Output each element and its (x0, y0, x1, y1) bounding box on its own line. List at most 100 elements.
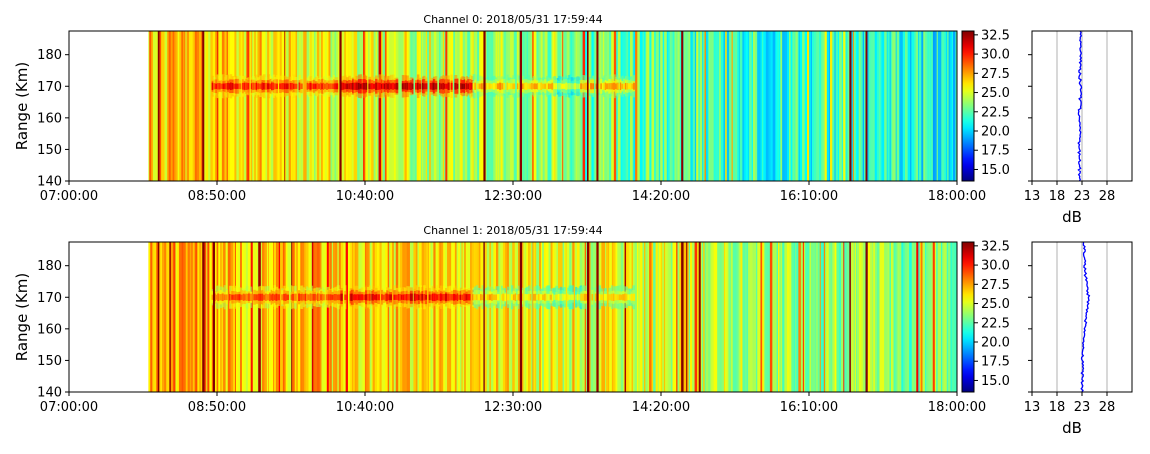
heatmap-column (512, 31, 515, 181)
heatmap-column (940, 31, 942, 181)
heatmap-column (167, 31, 169, 181)
heatmap-column (368, 31, 370, 181)
echo-band-cell (534, 83, 537, 90)
heatmap-column (442, 31, 445, 181)
echo-band-cell (526, 294, 529, 301)
echo-band-cell (536, 294, 539, 300)
heatmap-column (736, 242, 740, 392)
heatmap-column (216, 242, 219, 392)
echo-band-cell (311, 293, 314, 301)
echo-band-cell (289, 83, 293, 90)
heatmap-column (213, 242, 217, 392)
heatmap-column (311, 31, 315, 181)
echo-band-cell (328, 83, 331, 89)
heatmap-column (932, 31, 936, 181)
heatmap-column (820, 31, 824, 181)
heatmap-column (928, 242, 932, 392)
echo-band-cell (531, 83, 534, 90)
echo-band-cell (406, 82, 409, 90)
heatmap-column (915, 242, 917, 392)
echo-band-cell (377, 82, 380, 90)
echo-band-cell (463, 293, 467, 301)
heatmap-column (152, 31, 156, 181)
heatmap-column (313, 242, 317, 392)
echo-band-cell (517, 294, 520, 301)
heatmap-column (559, 31, 562, 181)
heatmap-column (636, 242, 639, 392)
heatmap-column (398, 31, 402, 181)
heatmap-column (609, 31, 612, 181)
echo-band-cell (473, 294, 477, 301)
heatmap-column (369, 31, 371, 181)
echo-band-cell (514, 293, 517, 302)
heatmap-column (823, 242, 826, 392)
heatmap-column (759, 31, 762, 181)
heatmap-column (640, 242, 644, 392)
echo-band-cell (365, 82, 368, 90)
echo-band-cell (403, 83, 406, 90)
heatmap-column (474, 31, 478, 181)
heatmap-column (667, 242, 670, 392)
heatmap-column (886, 31, 889, 181)
heatmap-column (389, 242, 391, 392)
heatmap-column (689, 31, 691, 181)
echo-band-cell (220, 83, 224, 89)
echo-band-cell (507, 294, 510, 301)
echo-band-cell (499, 82, 502, 90)
heatmap-column (876, 242, 881, 392)
heatmap-column (230, 31, 233, 181)
echo-band-cell (322, 82, 325, 90)
heatmap-column (853, 242, 856, 392)
heatmap-column (839, 31, 842, 181)
heatmap-column (579, 242, 583, 392)
strong-column (865, 31, 868, 181)
echo-band-cell (283, 83, 287, 90)
heatmap-column (189, 242, 193, 392)
echo-band-cell (623, 293, 627, 301)
echo-band-cell (532, 83, 535, 89)
echo-band-cell (440, 83, 443, 90)
heatmap-column (588, 242, 592, 392)
heatmap-column (696, 31, 699, 181)
heatmap-column (255, 31, 259, 181)
echo-band-cell (618, 294, 622, 301)
heatmap-column (541, 242, 543, 392)
heatmap-column (665, 242, 669, 392)
strong-column (587, 31, 589, 181)
heatmap-column (533, 242, 536, 392)
heatmap-column (221, 242, 224, 392)
echo-band-cell (503, 82, 506, 90)
echo-band-cell (398, 293, 402, 301)
heatmap-column (948, 31, 951, 181)
colorbar-tick-label: 30.0 (981, 48, 1010, 63)
echo-band-cell (301, 293, 304, 301)
heatmap-column (531, 242, 534, 392)
heatmap-column (472, 31, 475, 181)
heatmap-column (310, 242, 313, 392)
heatmap-column (266, 242, 269, 392)
heatmap-column (571, 242, 573, 392)
heatmap-column (168, 31, 170, 181)
echo-band-cell (389, 294, 392, 301)
echo-band-cell (467, 83, 470, 90)
echo-band-cell (456, 83, 459, 89)
echo-band-cell (547, 83, 551, 90)
heatmap-column (230, 242, 232, 392)
heatmap-column (397, 31, 399, 181)
heatmap-column (182, 31, 185, 181)
heatmap-column (632, 242, 636, 392)
heatmap-column (378, 242, 381, 392)
heatmap-column (844, 31, 847, 181)
echo-band-cell (213, 293, 217, 302)
heatmap-column (701, 242, 704, 392)
echo-band-cell (610, 82, 613, 90)
heatmap-column (548, 242, 552, 392)
echo-band-cell (582, 293, 585, 301)
heatmap-column (323, 31, 326, 181)
echo-band-cell (411, 83, 414, 89)
heatmap-column (347, 242, 351, 392)
echo-band-cell (250, 83, 253, 90)
heatmap-column (690, 31, 694, 181)
heatmap-column (215, 31, 218, 181)
